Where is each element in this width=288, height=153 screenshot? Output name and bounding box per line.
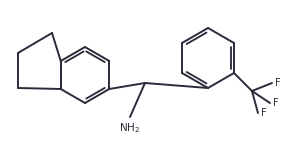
- Text: F: F: [273, 98, 278, 108]
- Text: F: F: [261, 108, 267, 118]
- Text: F: F: [275, 78, 281, 88]
- Text: NH$_2$: NH$_2$: [120, 121, 141, 135]
